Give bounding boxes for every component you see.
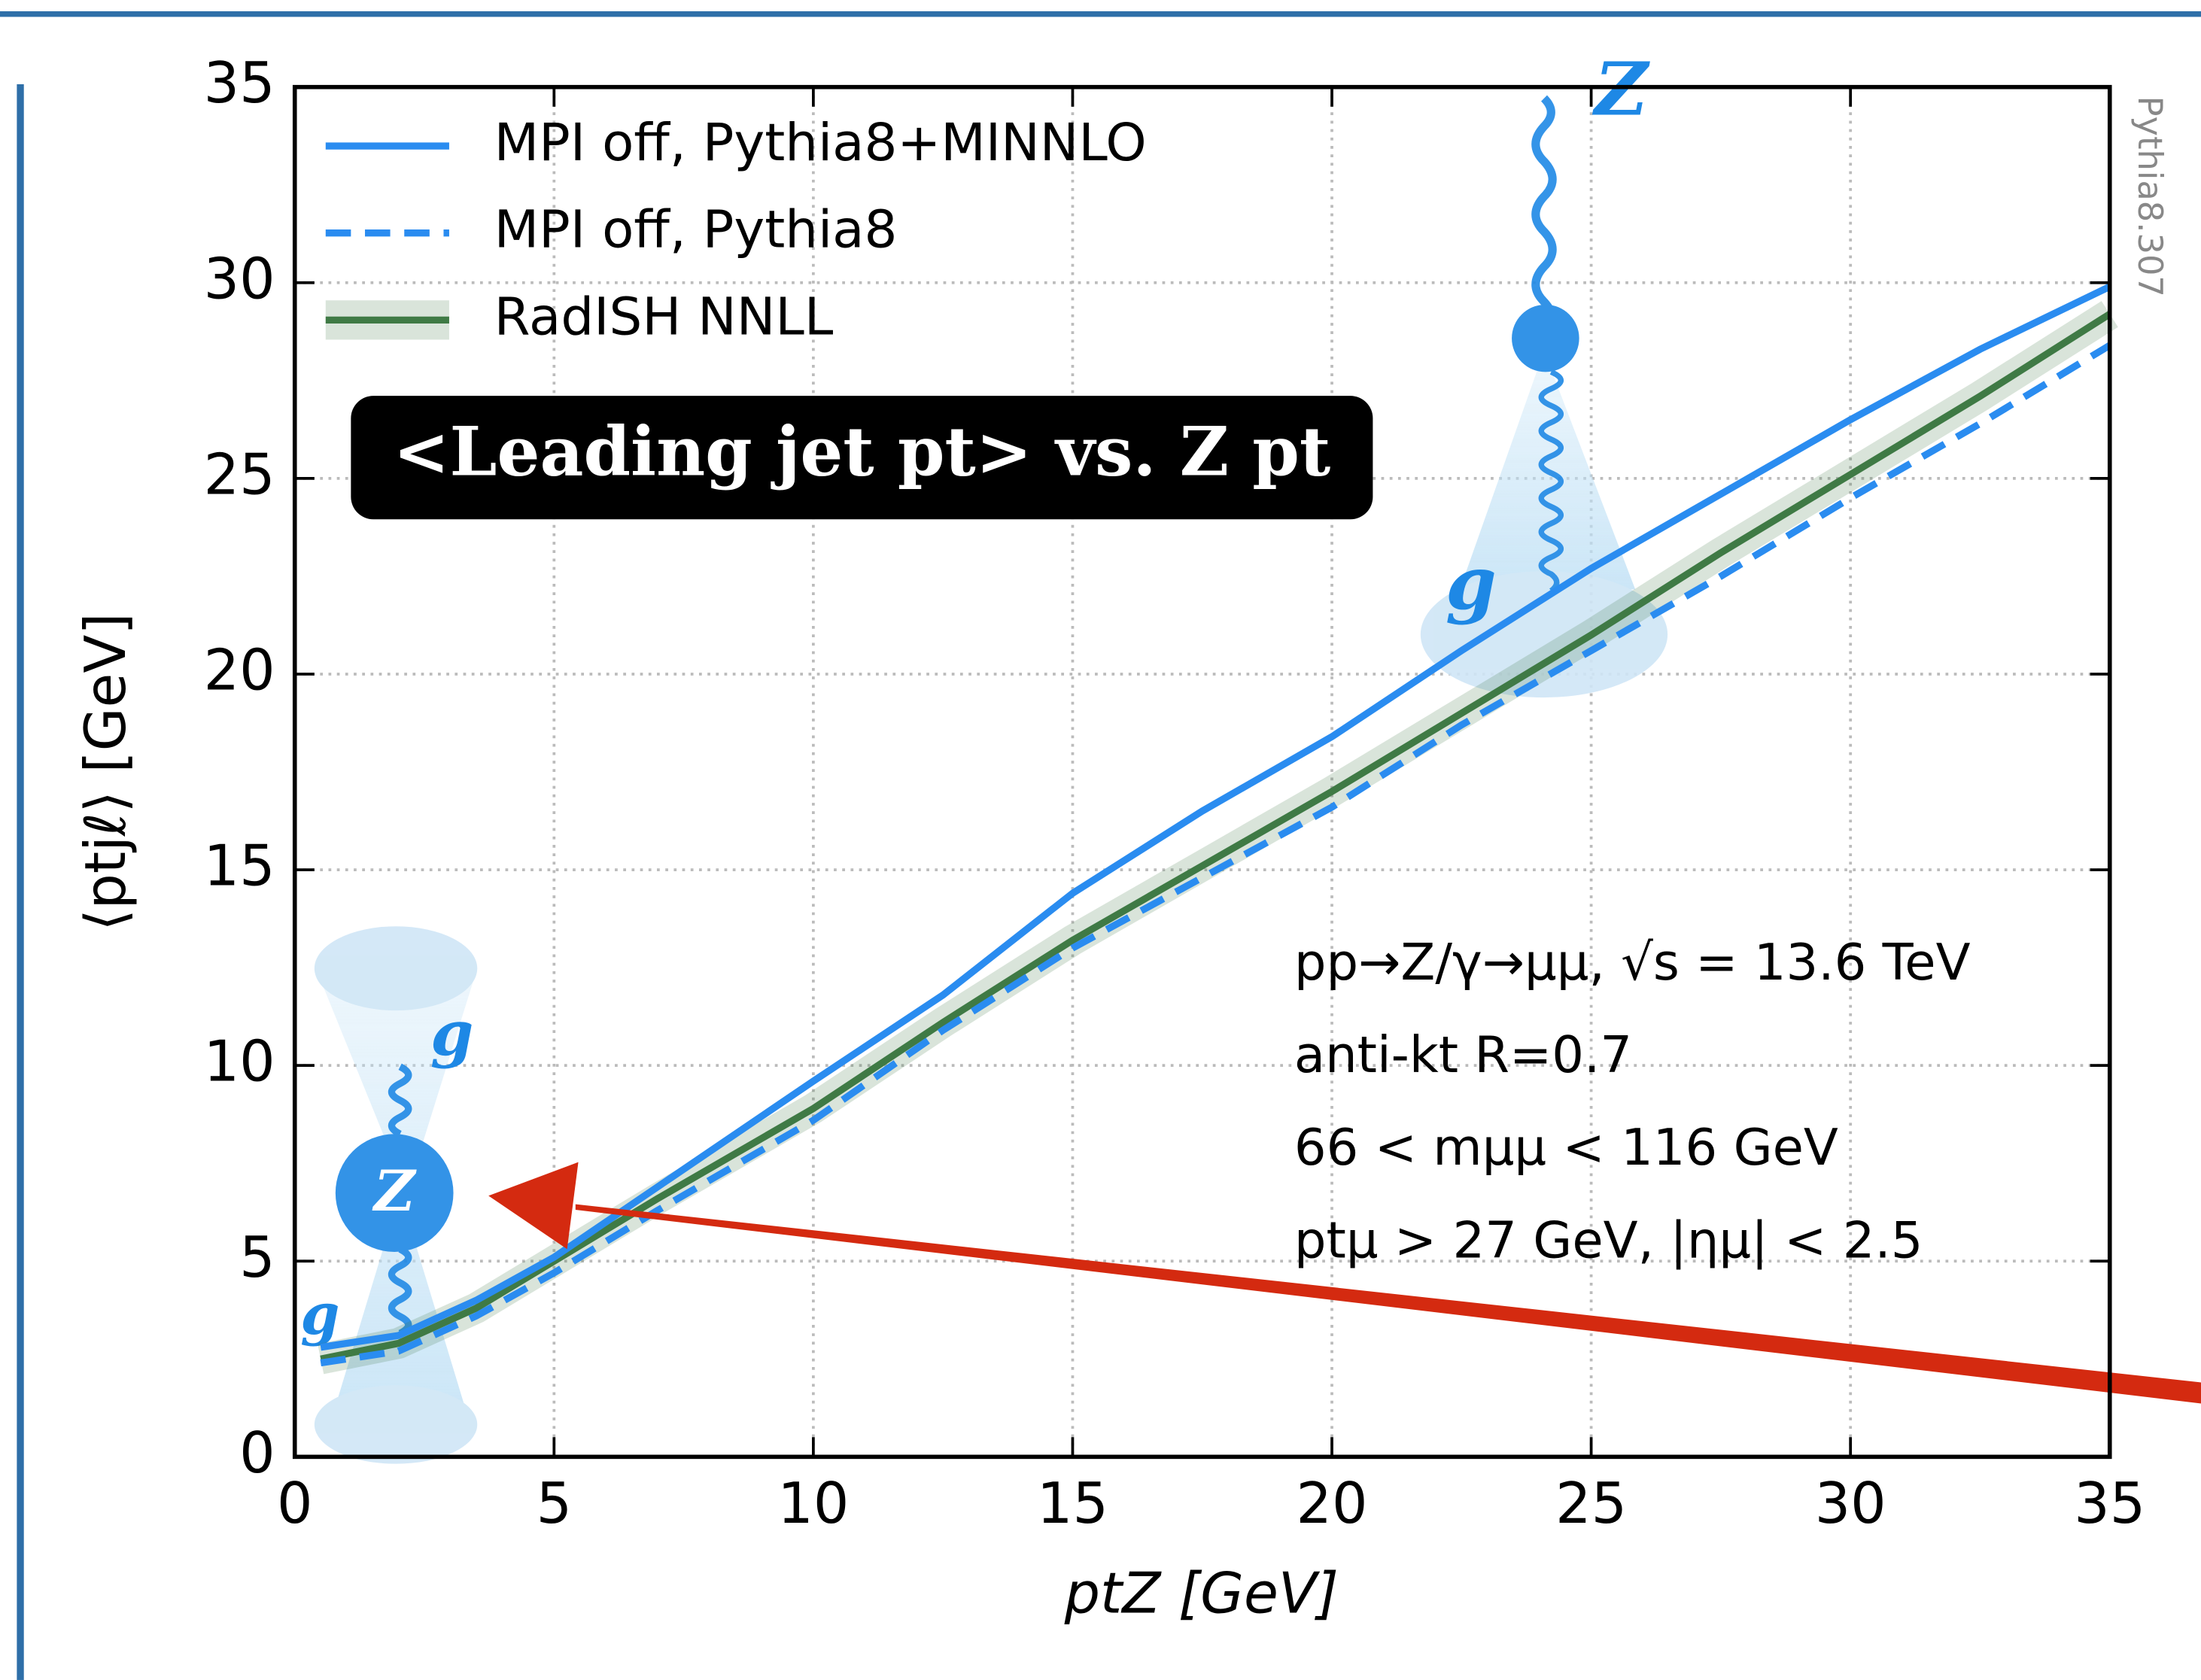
annotations: pp→Z/γ→μμ, √s = 13.6 TeV anti-kt R=0.7 66 … [1294,933,1971,1269]
x-tick-label: 5 [537,1471,572,1536]
icon-top [1420,95,1668,698]
x-tick-label: 10 [777,1471,849,1536]
icon-label: g [1446,540,1497,626]
legend-label: RadISH NNLL [494,287,834,347]
axes-frame [292,84,2112,1460]
legend: MPI off, Pythia8+MINNLO MPI off, Pythia8 R… [325,113,1147,347]
frame-top [0,11,2201,17]
annotation: pp→Z/γ→μμ, √s = 13.6 TeV [1294,933,1971,992]
line [320,342,2112,1367]
icon-label: g [430,998,473,1070]
line [320,283,2111,1351]
badge-text: <Leading jet pt> vs. Z pt [394,413,1331,492]
y-tick-label: 10 [204,1029,275,1095]
y-tick-label: 0 [239,1420,275,1486]
plot-lines [318,283,2118,1375]
y-tick-label: 30 [204,246,275,311]
frame-left [17,84,24,1680]
y-tick-label: 20 [204,637,275,703]
annotation: 66 < mμμ < 116 GeV [1294,1118,1838,1177]
side-note: Pythia8.307 [2130,96,2170,296]
annotation: anti-kt R=0.7 [1294,1025,1632,1084]
legend-label: MPI off, Pythia8 [494,200,898,260]
y-tick-label: 25 [204,442,275,507]
x-axis-label: ptZ [GeV] [1064,1560,1339,1626]
x-tick-label: 35 [2074,1471,2145,1536]
x-tick-label: 30 [1815,1471,1886,1536]
y-axis-label: ⟨ptjℓ⟩ [GeV] [73,612,138,931]
y-tick-label: 35 [204,50,275,116]
x-tick-label: 20 [1297,1471,1368,1536]
legend-label: MPI off, Pythia8+MINNLO [494,113,1147,173]
line [320,311,2112,1363]
arrow-head [488,1162,579,1250]
icon-bottom [314,926,478,1464]
y-tick-label: 5 [239,1225,275,1290]
icon-label: g [300,1281,339,1347]
arrow-shaft [575,1204,2201,1404]
badge-box [351,396,1373,520]
y-tick-label: 15 [204,834,275,899]
x-tick-label: 15 [1037,1471,1108,1536]
x-tick-label: 0 [277,1471,312,1536]
annotation: ptμ > 27 GeV, |ημ| < 2.5 [1294,1211,1923,1269]
icon-label: Z [372,1158,417,1224]
x-tick-label: 25 [1555,1471,1627,1536]
